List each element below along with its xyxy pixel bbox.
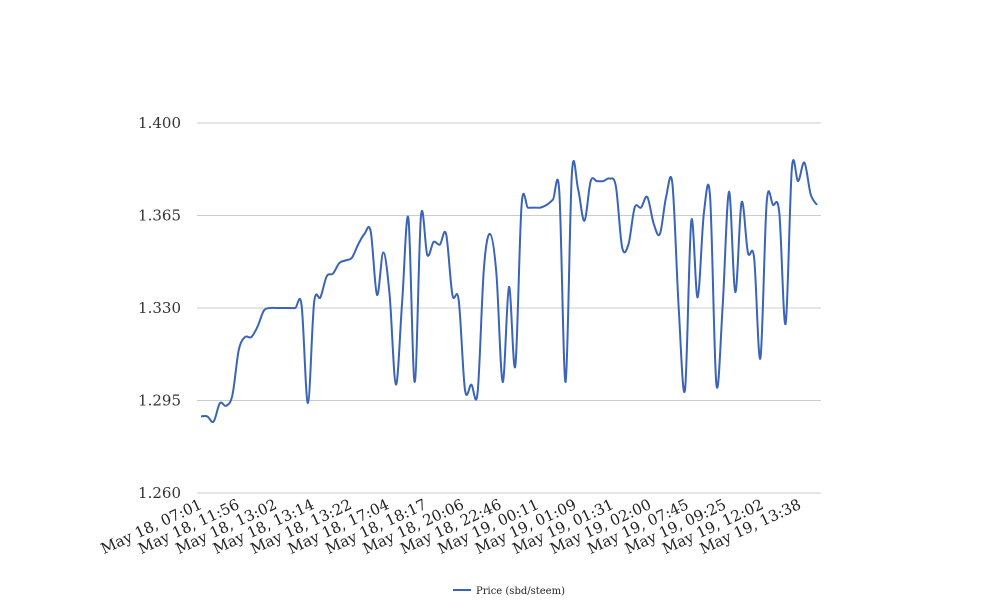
legend-label: Price (sbd/steem): [476, 586, 565, 597]
series-layer: [200, 159, 818, 424]
y-tick-label: 1.295: [138, 392, 181, 410]
y-tick-label: 1.365: [138, 207, 181, 225]
y-tick-label: 1.400: [138, 114, 181, 132]
series-line-price: [200, 159, 818, 424]
legend: Price (sbd/steem): [453, 586, 565, 597]
y-tick-label: 1.260: [138, 484, 181, 502]
y-tick-label: 1.330: [138, 299, 181, 317]
y-axis-ticks: 1.260 1.295 1.330 1.365 1.400: [138, 114, 181, 502]
